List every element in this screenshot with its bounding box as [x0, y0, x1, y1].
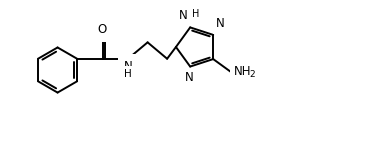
Text: N: N [124, 60, 132, 73]
Text: N: N [216, 17, 225, 30]
Text: H: H [124, 69, 132, 79]
Text: N: N [185, 71, 193, 84]
Text: 2: 2 [249, 70, 255, 79]
Text: H: H [192, 9, 200, 19]
Text: NH: NH [234, 65, 251, 78]
Text: O: O [97, 23, 106, 36]
Text: N: N [179, 10, 187, 22]
